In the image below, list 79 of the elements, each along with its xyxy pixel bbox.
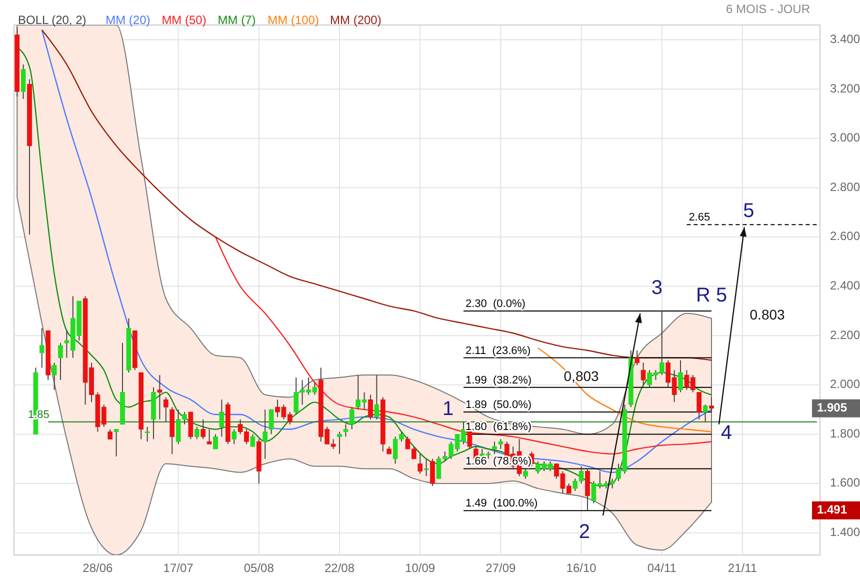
annotation: 4: [720, 422, 732, 444]
ref-line-label: 1.99 (38.2%): [466, 374, 532, 386]
candlestick: [219, 399, 224, 438]
candlestick: [206, 428, 212, 445]
text: MM (50): [162, 13, 206, 27]
ref-line-label: 2.30 (0.0%): [466, 298, 526, 310]
candlestick: [232, 428, 237, 445]
candlestick: [523, 468, 528, 480]
line-series: [214, 236, 712, 455]
candlestick: [144, 426, 150, 442]
y-tick-label: 1.800: [830, 426, 860, 440]
y-tick-label: 3.000: [830, 130, 860, 145]
x-tick-label: 04/11: [647, 561, 677, 575]
ref-line-label: 2.11 (23.6%): [466, 344, 531, 357]
candlestick: [696, 392, 702, 420]
annotation: 5: [743, 200, 754, 222]
candlestick: [492, 441, 497, 454]
x-tick-label: 21/11: [728, 561, 758, 575]
candlestick: [52, 362, 57, 390]
annotation: 3: [651, 277, 663, 300]
y-tick-label: 2.000: [830, 377, 860, 392]
text: MM (200): [330, 13, 382, 27]
x-tick-label: 28/06: [82, 561, 114, 575]
annotation: R 5: [696, 284, 728, 306]
ref-line-label: 2.65: [688, 212, 710, 224]
candlestick: [430, 458, 435, 486]
chart-subtitle: 6 MOIS - JOUR: [726, 2, 810, 16]
line-series: [537, 347, 712, 432]
candlestick: [108, 428, 113, 440]
candlestick: [498, 438, 504, 450]
y-tick-label: 2.800: [830, 180, 860, 194]
y-tick-label: 2.200: [830, 328, 860, 342]
ref-line-label: 1.49 (100.0%): [466, 498, 538, 510]
candlestick: [268, 409, 274, 435]
candlestick: [368, 394, 373, 420]
candlestick: [262, 409, 268, 460]
candlestick: [418, 453, 423, 474]
y-tick-label: 3.400: [830, 32, 860, 46]
ref-line-label: 1.89 (50.0%): [466, 399, 532, 412]
y-tick-label: 1.600: [830, 476, 860, 490]
x-tick-label: 10/09: [405, 561, 436, 575]
candlestick: [194, 426, 200, 440]
candlestick: [343, 424, 348, 438]
annotation: 1.491: [817, 502, 848, 517]
y-tick-label: 2.600: [830, 229, 860, 244]
candlestick: [702, 404, 708, 422]
x-tick-label: 17/07: [163, 561, 194, 575]
legend-title: BOLL (20, 2): [18, 13, 86, 27]
candlestick: [157, 374, 162, 420]
candlestick: [634, 350, 640, 366]
text: MM (100): [268, 13, 319, 27]
annotation: 0.803: [750, 306, 786, 323]
y-tick-label: 3.200: [830, 81, 860, 96]
candlestick: [678, 360, 683, 393]
text: MM (20): [106, 13, 150, 27]
candlestick: [250, 434, 256, 448]
candlestick: [337, 431, 342, 454]
y-tick-label: 1.400: [830, 524, 860, 539]
annotation: 1.905: [817, 400, 848, 414]
candlestick: [213, 434, 218, 450]
candlestick: [200, 418, 206, 440]
x-tick-label: 16/10: [566, 561, 597, 575]
text: MM (7): [218, 13, 256, 27]
x-tick-label: 22/08: [324, 561, 355, 575]
candlestick: [349, 406, 354, 430]
x-tick-label: 27/09: [486, 561, 516, 575]
candlestick: [39, 328, 44, 368]
x-tick-label: 05/08: [244, 561, 274, 575]
candlestick: [114, 428, 119, 457]
annotation: 2: [578, 520, 590, 543]
candlestick: [640, 362, 646, 386]
candlestick: [58, 342, 63, 380]
y-tick-label: 2.400: [830, 278, 860, 292]
annotation: 1: [442, 398, 454, 420]
candlestick: [374, 374, 380, 420]
candlestick: [709, 396, 714, 413]
candlestick: [20, 64, 26, 100]
candlestick: [424, 458, 429, 477]
candlestick: [163, 396, 168, 422]
